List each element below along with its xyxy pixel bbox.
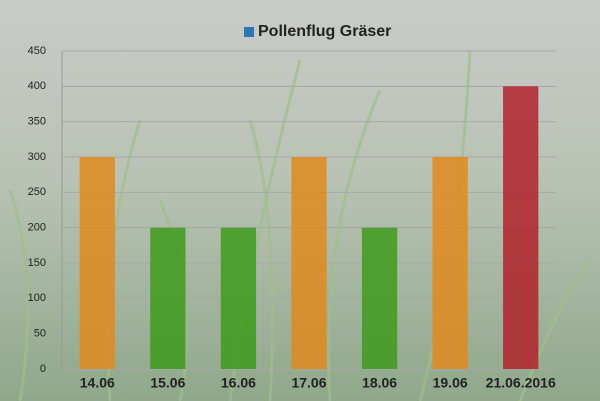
bar: [220, 227, 257, 369]
bar: [361, 227, 398, 369]
y-tick-label: 450: [28, 45, 46, 57]
legend-label: Pollenflug Gräser: [258, 23, 391, 40]
y-tick-label: 0: [40, 363, 46, 375]
bar: [291, 157, 327, 369]
y-tick-label: 50: [34, 328, 46, 340]
y-tick-label: 250: [28, 186, 46, 198]
x-tick-label: 16.06: [221, 375, 256, 391]
bar: [150, 227, 186, 369]
y-tick-label: 400: [28, 80, 46, 92]
bar: [432, 157, 468, 369]
y-tick-label: 150: [28, 257, 46, 269]
bar: [503, 86, 539, 369]
bar: [79, 157, 115, 369]
plot: 0 50 100 150 200 250 300 350 400 450 14.06 15.06 16.…: [28, 45, 556, 391]
x-tick-label: 17.06: [291, 375, 326, 391]
x-tick-label: 19.06: [433, 375, 468, 391]
x-tick-label: 21.06.2016: [486, 375, 556, 391]
y-tick-label: 300: [28, 151, 46, 163]
y-tick-label: 100: [28, 292, 46, 304]
x-tick-label: 18.06: [362, 375, 397, 391]
y-tick-label: 350: [28, 116, 46, 128]
y-tick-label: 200: [28, 222, 46, 234]
x-tick-label: 15.06: [150, 375, 185, 391]
legend-swatch: [244, 27, 254, 37]
x-tick-label: 14.06: [80, 375, 115, 391]
